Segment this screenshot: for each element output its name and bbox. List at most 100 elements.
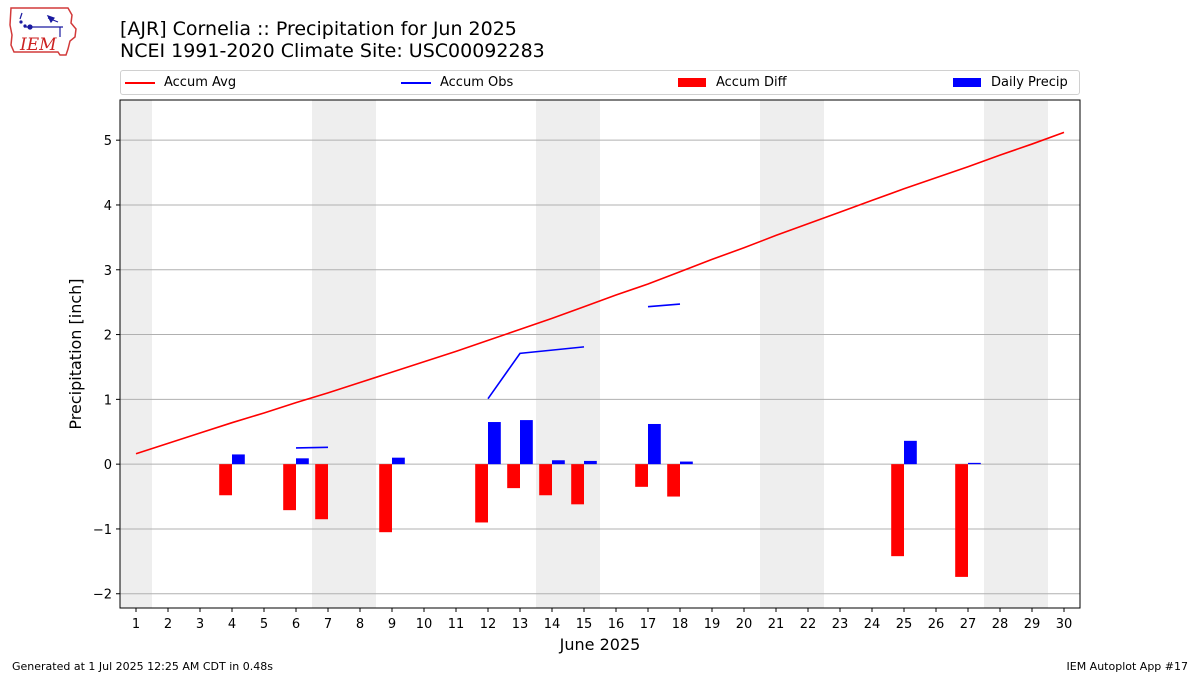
legend-swatch-accum-diff (678, 78, 706, 87)
accum-diff-bar (507, 464, 520, 489)
daily-precip-bar (232, 454, 245, 465)
x-tick-label: 28 (992, 617, 1009, 632)
legend-swatch-daily-precip (953, 78, 981, 87)
weekend-shading (120, 100, 1048, 608)
accum-diff-bar (667, 464, 680, 497)
weather-instrument-icon (19, 12, 63, 37)
grid-lines (120, 139, 1080, 595)
weekend-shade-band (120, 100, 152, 608)
y-tick-label: 3 (104, 264, 112, 279)
legend-label-daily-precip: Daily Precip (991, 75, 1068, 90)
legend-item-accum-obs: Accum Obs (401, 71, 513, 94)
x-tick-label: 9 (388, 617, 396, 632)
weekend-shade-band (312, 100, 344, 608)
chart-title: [AJR] Cornelia :: Precipitation for Jun … (120, 18, 517, 40)
weekend-shade-band (568, 100, 600, 608)
legend-label-accum-avg: Accum Avg (164, 75, 237, 90)
x-tick-label: 27 (960, 617, 977, 632)
x-axis-label: June 2025 (559, 635, 641, 654)
y-axis-label: Precipitation [inch] (66, 278, 85, 429)
plot-frame (119, 99, 1081, 609)
accum-diff-bar (955, 464, 968, 577)
accum-diff-bar (891, 464, 904, 557)
weekend-shade-band (536, 100, 568, 608)
legend-swatch-accum-obs (401, 81, 431, 84)
x-tick-label: 7 (324, 617, 332, 632)
accum-diff-bar (315, 464, 328, 520)
accum-diff-bar (283, 464, 296, 511)
y-tick-label: 2 (104, 329, 112, 344)
weekend-shade-band (1016, 100, 1048, 608)
x-tick-label: 25 (896, 617, 913, 632)
accum-obs-line-segment (647, 303, 681, 308)
chart-legend: Accum Avg Accum Obs Accum Diff Daily Pre… (120, 70, 1080, 95)
accum-obs-line-segment (295, 446, 329, 449)
x-tick-label: 4 (228, 617, 236, 632)
legend-item-accum-diff: Accum Diff (678, 71, 787, 94)
legend-item-accum-avg: Accum Avg (125, 71, 236, 94)
x-tick-label: 16 (608, 617, 625, 632)
x-tick-label: 17 (640, 617, 657, 632)
accum-diff-bar (379, 464, 392, 533)
x-tick-label: 12 (480, 617, 497, 632)
iowa-outline-icon (9, 7, 77, 56)
accum-diff-bar (539, 464, 552, 496)
accum-avg-line (135, 131, 1065, 455)
y-tick-label: −1 (93, 523, 112, 538)
daily-precip-bar (680, 461, 693, 465)
x-tick-label: 6 (292, 617, 300, 632)
y-tick-label: 1 (104, 393, 112, 408)
daily-precip-bar (488, 422, 501, 465)
x-tick-label: 11 (448, 617, 465, 632)
accum-diff-bar (571, 464, 584, 505)
accum-diff-bar (635, 464, 648, 487)
accum-obs-line-segment (487, 346, 585, 400)
x-tick-label: 5 (260, 617, 268, 632)
daily-precip-bar (968, 462, 981, 465)
daily-precip-bar (904, 440, 917, 465)
legend-item-daily-precip: Daily Precip (953, 71, 1068, 94)
weekend-shade-band (760, 100, 792, 608)
daily-precip-bar (552, 460, 565, 465)
x-tick-label: 10 (416, 617, 433, 632)
x-tick-label: 14 (544, 617, 561, 632)
x-tick-label: 1 (132, 617, 140, 632)
x-tick-label: 20 (736, 617, 753, 632)
x-tick-label: 19 (704, 617, 721, 632)
x-tick-label: 18 (672, 617, 689, 632)
y-tick-label: 5 (104, 134, 112, 149)
x-tick-label: 2 (164, 617, 172, 632)
y-tick-label: 0 (104, 458, 112, 473)
x-tick-label: 15 (576, 617, 593, 632)
x-tick-label: 23 (832, 617, 849, 632)
bar-series (219, 420, 981, 577)
daily-precip-bar (520, 420, 533, 465)
daily-precip-bar (296, 458, 309, 465)
x-tick-label: 29 (1024, 617, 1041, 632)
iem-logo: IEM (9, 7, 77, 56)
daily-precip-bar (648, 423, 661, 465)
weekend-shade-band (344, 100, 376, 608)
legend-label-accum-obs: Accum Obs (440, 75, 514, 90)
x-tick-label: 22 (800, 617, 817, 632)
footer-app-text: IEM Autoplot App #17 (1066, 660, 1189, 673)
chart-subtitle: NCEI 1991-2020 Climate Site: USC00092283 (120, 40, 545, 62)
legend-label-accum-diff: Accum Diff (716, 75, 787, 90)
x-tick-label: 30 (1056, 617, 1073, 632)
x-tick-label: 21 (768, 617, 785, 632)
line-series (135, 131, 1065, 455)
x-tick-label: 8 (356, 617, 364, 632)
y-tick-label: 4 (104, 199, 112, 214)
legend-swatch-accum-avg (125, 81, 155, 84)
daily-precip-bar (584, 460, 597, 465)
weekend-shade-band (792, 100, 824, 608)
weekend-shade-band (984, 100, 1016, 608)
x-tick-label: 24 (864, 617, 881, 632)
footer-generated-text: Generated at 1 Jul 2025 12:25 AM CDT in … (12, 660, 273, 673)
accum-diff-bar (219, 464, 232, 496)
logo-text: IEM (19, 35, 57, 55)
y-tick-label: −2 (93, 588, 112, 603)
daily-precip-bar (392, 457, 405, 465)
x-tick-label: 13 (512, 617, 529, 632)
